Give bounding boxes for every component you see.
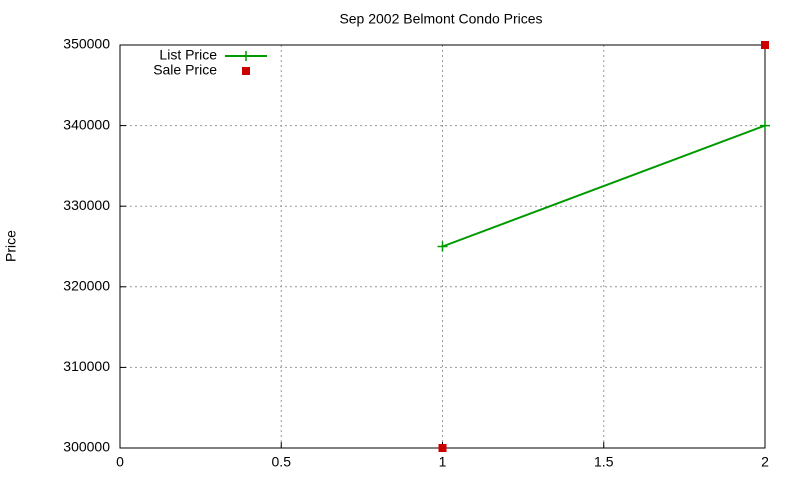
x-tick-label: 0.5 (272, 454, 292, 470)
series-line (442, 124, 766, 248)
point (438, 444, 447, 452)
chart-title: Sep 2002 Belmont Condo Prices (339, 11, 542, 27)
y-tick-label: 340000 (63, 116, 110, 132)
y-tick-label: 330000 (63, 197, 110, 213)
x-tick-label: 1.5 (594, 454, 614, 470)
y-tick-label: 300000 (63, 439, 110, 455)
point (761, 41, 769, 49)
y-tick-label: 350000 (63, 36, 110, 52)
legend-label: Sale Price (153, 62, 217, 78)
x-tick-label: 0 (116, 454, 124, 470)
y-tick-label: 320000 (63, 278, 110, 294)
legend-marker (242, 67, 250, 75)
x-tick-label: 1 (439, 454, 447, 470)
legend-marker (241, 51, 251, 61)
y-axis-label: Price (3, 230, 19, 262)
point (760, 120, 770, 131)
y-tick-label: 310000 (63, 358, 110, 374)
legend-label: List Price (159, 47, 217, 63)
x-tick-label: 2 (761, 454, 769, 470)
point (437, 241, 448, 252)
